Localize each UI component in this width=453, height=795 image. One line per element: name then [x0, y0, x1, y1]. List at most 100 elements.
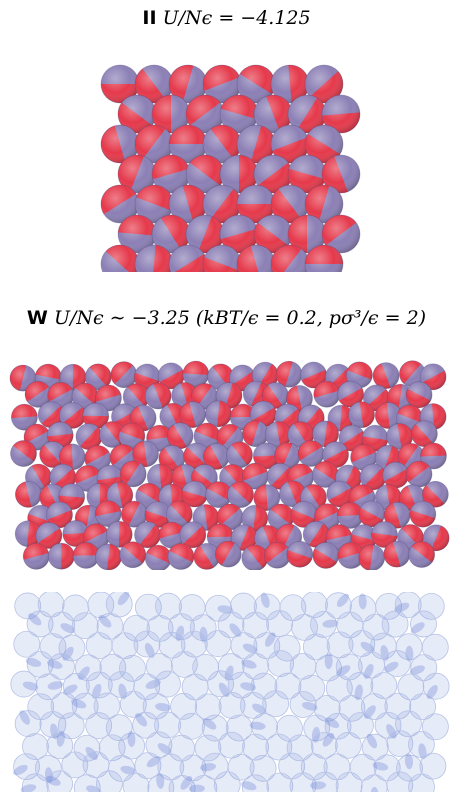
patch-icon: [410, 622, 425, 634]
sphere-icon: [144, 501, 172, 529]
patch-icon: [229, 623, 242, 637]
sphere-icon: [321, 154, 361, 194]
sphere-icon: [345, 361, 373, 389]
transparent-sphere-icon: [267, 650, 294, 677]
sphere-icon: [274, 442, 301, 469]
sphere-icon: [134, 244, 174, 272]
transparent-sphere-icon: [21, 773, 49, 792]
transparent-sphere-icon: [217, 611, 245, 639]
transparent-sphere-icon: [225, 714, 253, 742]
patch-icon: [200, 762, 217, 772]
transparent-sphere-icon: [239, 691, 267, 719]
transparent-sphere-icon: [134, 752, 162, 780]
transparent-sphere-icon: [262, 690, 289, 718]
sphere-icon: [311, 461, 339, 488]
transparent-sphere-icon: [408, 773, 435, 792]
panel-title-w: W U/Nϵ ∼ −3.25 (kBT/ϵ = 0.2, pσ³/ϵ = 2): [0, 306, 453, 330]
sphere-icon: [47, 542, 75, 570]
sphere-icon: [312, 541, 340, 569]
patch-icon: [62, 646, 74, 661]
patch-icon: [118, 683, 127, 700]
transparent-sphere-icon: [201, 714, 229, 742]
transparent-sphere-icon: [62, 672, 90, 700]
patch-icon: [386, 724, 397, 739]
transparent-sphere-icon: [360, 693, 388, 720]
transparent-sphere-icon: [349, 753, 377, 781]
patch-icon: [120, 765, 137, 775]
transparent-sphere-icon: [381, 610, 409, 638]
patch-icon: [156, 772, 165, 789]
sphere-icon: [10, 403, 38, 431]
sphere-icon: [419, 363, 447, 391]
transparent-sphere-icon: [289, 691, 317, 718]
sphere-icon: [383, 501, 411, 529]
sphere-icon: [71, 382, 99, 410]
transparent-sphere-icon: [253, 632, 281, 660]
sphere-icon: [167, 543, 195, 570]
sphere-icon: [151, 154, 191, 194]
sphere-icon: [144, 382, 172, 410]
transparent-sphere-icon: [273, 634, 301, 662]
transparent-sphere-icon: [108, 755, 135, 782]
sphere-icon: [313, 380, 341, 408]
sphere-icon: [75, 423, 103, 451]
sphere-icon: [134, 184, 174, 224]
sphere-icon: [219, 154, 259, 194]
sphere-icon: [146, 463, 174, 491]
sphere-icon: [168, 184, 208, 224]
patch-icon: [56, 730, 65, 747]
sphere-icon: [336, 502, 364, 529]
patch-icon: [405, 645, 414, 662]
transparent-sphere-icon: [46, 732, 74, 760]
transparent-sphere-icon: [96, 612, 124, 640]
patch-icon: [85, 746, 98, 760]
patch-icon: [91, 683, 102, 700]
transparent-sphere-icon: [242, 611, 269, 639]
transparent-sphere-icon: [383, 650, 411, 677]
transparent-sphere-icon: [325, 674, 353, 702]
transparent-sphere-icon: [194, 693, 222, 721]
sphere-icon: [179, 521, 207, 549]
sphere-icon: [241, 544, 269, 570]
patch-icon: [155, 703, 171, 712]
patch-icon: [394, 602, 410, 613]
transparent-sphere-icon: [227, 671, 255, 699]
patch-icon: [418, 743, 427, 760]
patch-icon: [324, 653, 333, 670]
patch-icon: [71, 698, 87, 709]
transparent-sphere-icon: [410, 610, 437, 638]
transparent-sphere-icon: [155, 592, 182, 620]
sphere-icon: [275, 360, 303, 388]
transparent-sphere-icon: [422, 672, 450, 700]
transparent-sphere-icon: [213, 771, 241, 792]
sphere-icon: [117, 154, 157, 194]
patch-icon: [409, 665, 425, 675]
transparent-sphere-icon: [289, 772, 317, 792]
transparent-sphere-icon: [170, 692, 198, 720]
transparent-sphere-icon: [14, 710, 42, 737]
transparent-sphere-icon: [119, 690, 147, 718]
sphere-icon: [122, 383, 150, 411]
transparent-sphere-icon: [154, 711, 181, 739]
transparent-sphere-icon: [286, 734, 314, 762]
transparent-sphere-icon: [386, 730, 414, 757]
panel-title-ii: II U/Nϵ = −4.125: [0, 6, 453, 30]
sphere-icon: [95, 543, 122, 570]
transparent-sphere-icon: [71, 612, 99, 640]
patch-icon: [60, 623, 76, 634]
sphere-icon: [264, 421, 292, 448]
sphere-icon: [304, 244, 344, 272]
transparent-sphere-icon: [217, 653, 245, 680]
transparent-sphere-icon: [419, 752, 447, 780]
sphere-icon: [253, 94, 293, 134]
patch-icon: [25, 657, 42, 667]
transparent-sphere-icon: [26, 610, 54, 638]
sphere-icon: [348, 401, 375, 429]
sphere-icon: [206, 523, 234, 551]
transparent-sphere-icon: [157, 753, 185, 781]
transparent-sphere-icon: [230, 632, 258, 660]
patch-icon: [310, 781, 327, 790]
transparent-sphere-icon: [35, 673, 63, 701]
transparent-sphere-icon: [417, 592, 445, 620]
sphere-icon: [58, 443, 86, 471]
